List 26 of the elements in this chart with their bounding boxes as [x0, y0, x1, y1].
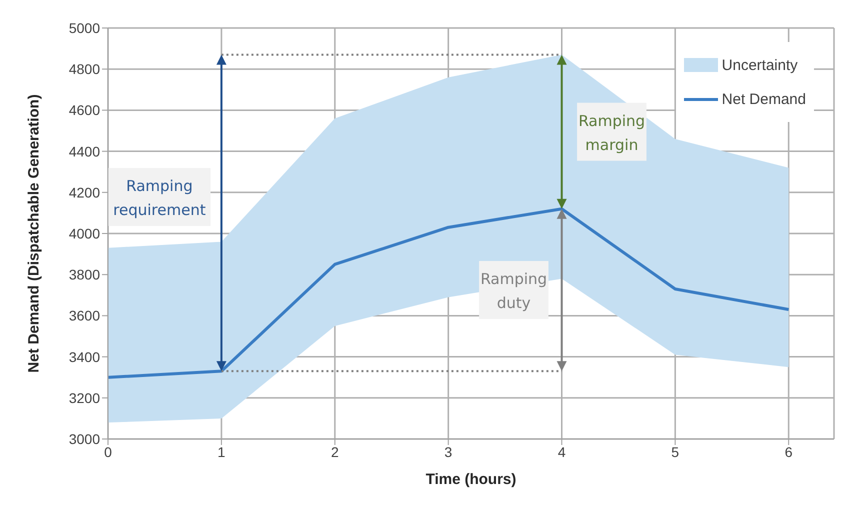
y-tick-label: 3600	[68, 308, 100, 324]
y-tick-label: 4800	[68, 61, 100, 78]
legend-label: Net Demand	[722, 90, 806, 108]
x-tick-label: 1	[218, 444, 226, 460]
legend-panel: Uncertainty Net Demand	[676, 42, 814, 122]
x-tick-label: 5	[671, 444, 680, 460]
annotation: Ramping duty	[480, 270, 548, 312]
y-tick-label: 4600	[68, 102, 100, 118]
y-axis-title: Net Demand (Dispatchable Generation)	[25, 94, 42, 373]
y-tick-label: 5000	[68, 20, 100, 36]
y-tick-label: 3000	[68, 430, 100, 447]
x-tick-label: 0	[104, 444, 112, 460]
y-tick-label: 4400	[68, 143, 100, 160]
y-tick-label: 4000	[68, 225, 100, 242]
y-tick-label: 4200	[68, 184, 100, 200]
y-tick-label: 3200	[68, 390, 100, 406]
annotation: Uncertainty	[722, 56, 798, 74]
x-tick-label: 3	[444, 444, 452, 460]
x-axis-title: Time (hours)	[426, 471, 516, 488]
y-tick-label: 3400	[68, 348, 100, 365]
y-tick-label: 3800	[68, 266, 100, 283]
annotation: Ramping requirement	[113, 176, 206, 219]
x-tick-label: 6	[784, 444, 793, 460]
x-tick-label: 2	[330, 444, 339, 460]
x-tick-label: 4	[558, 444, 566, 460]
annotation: Ramping margin	[578, 112, 646, 154]
